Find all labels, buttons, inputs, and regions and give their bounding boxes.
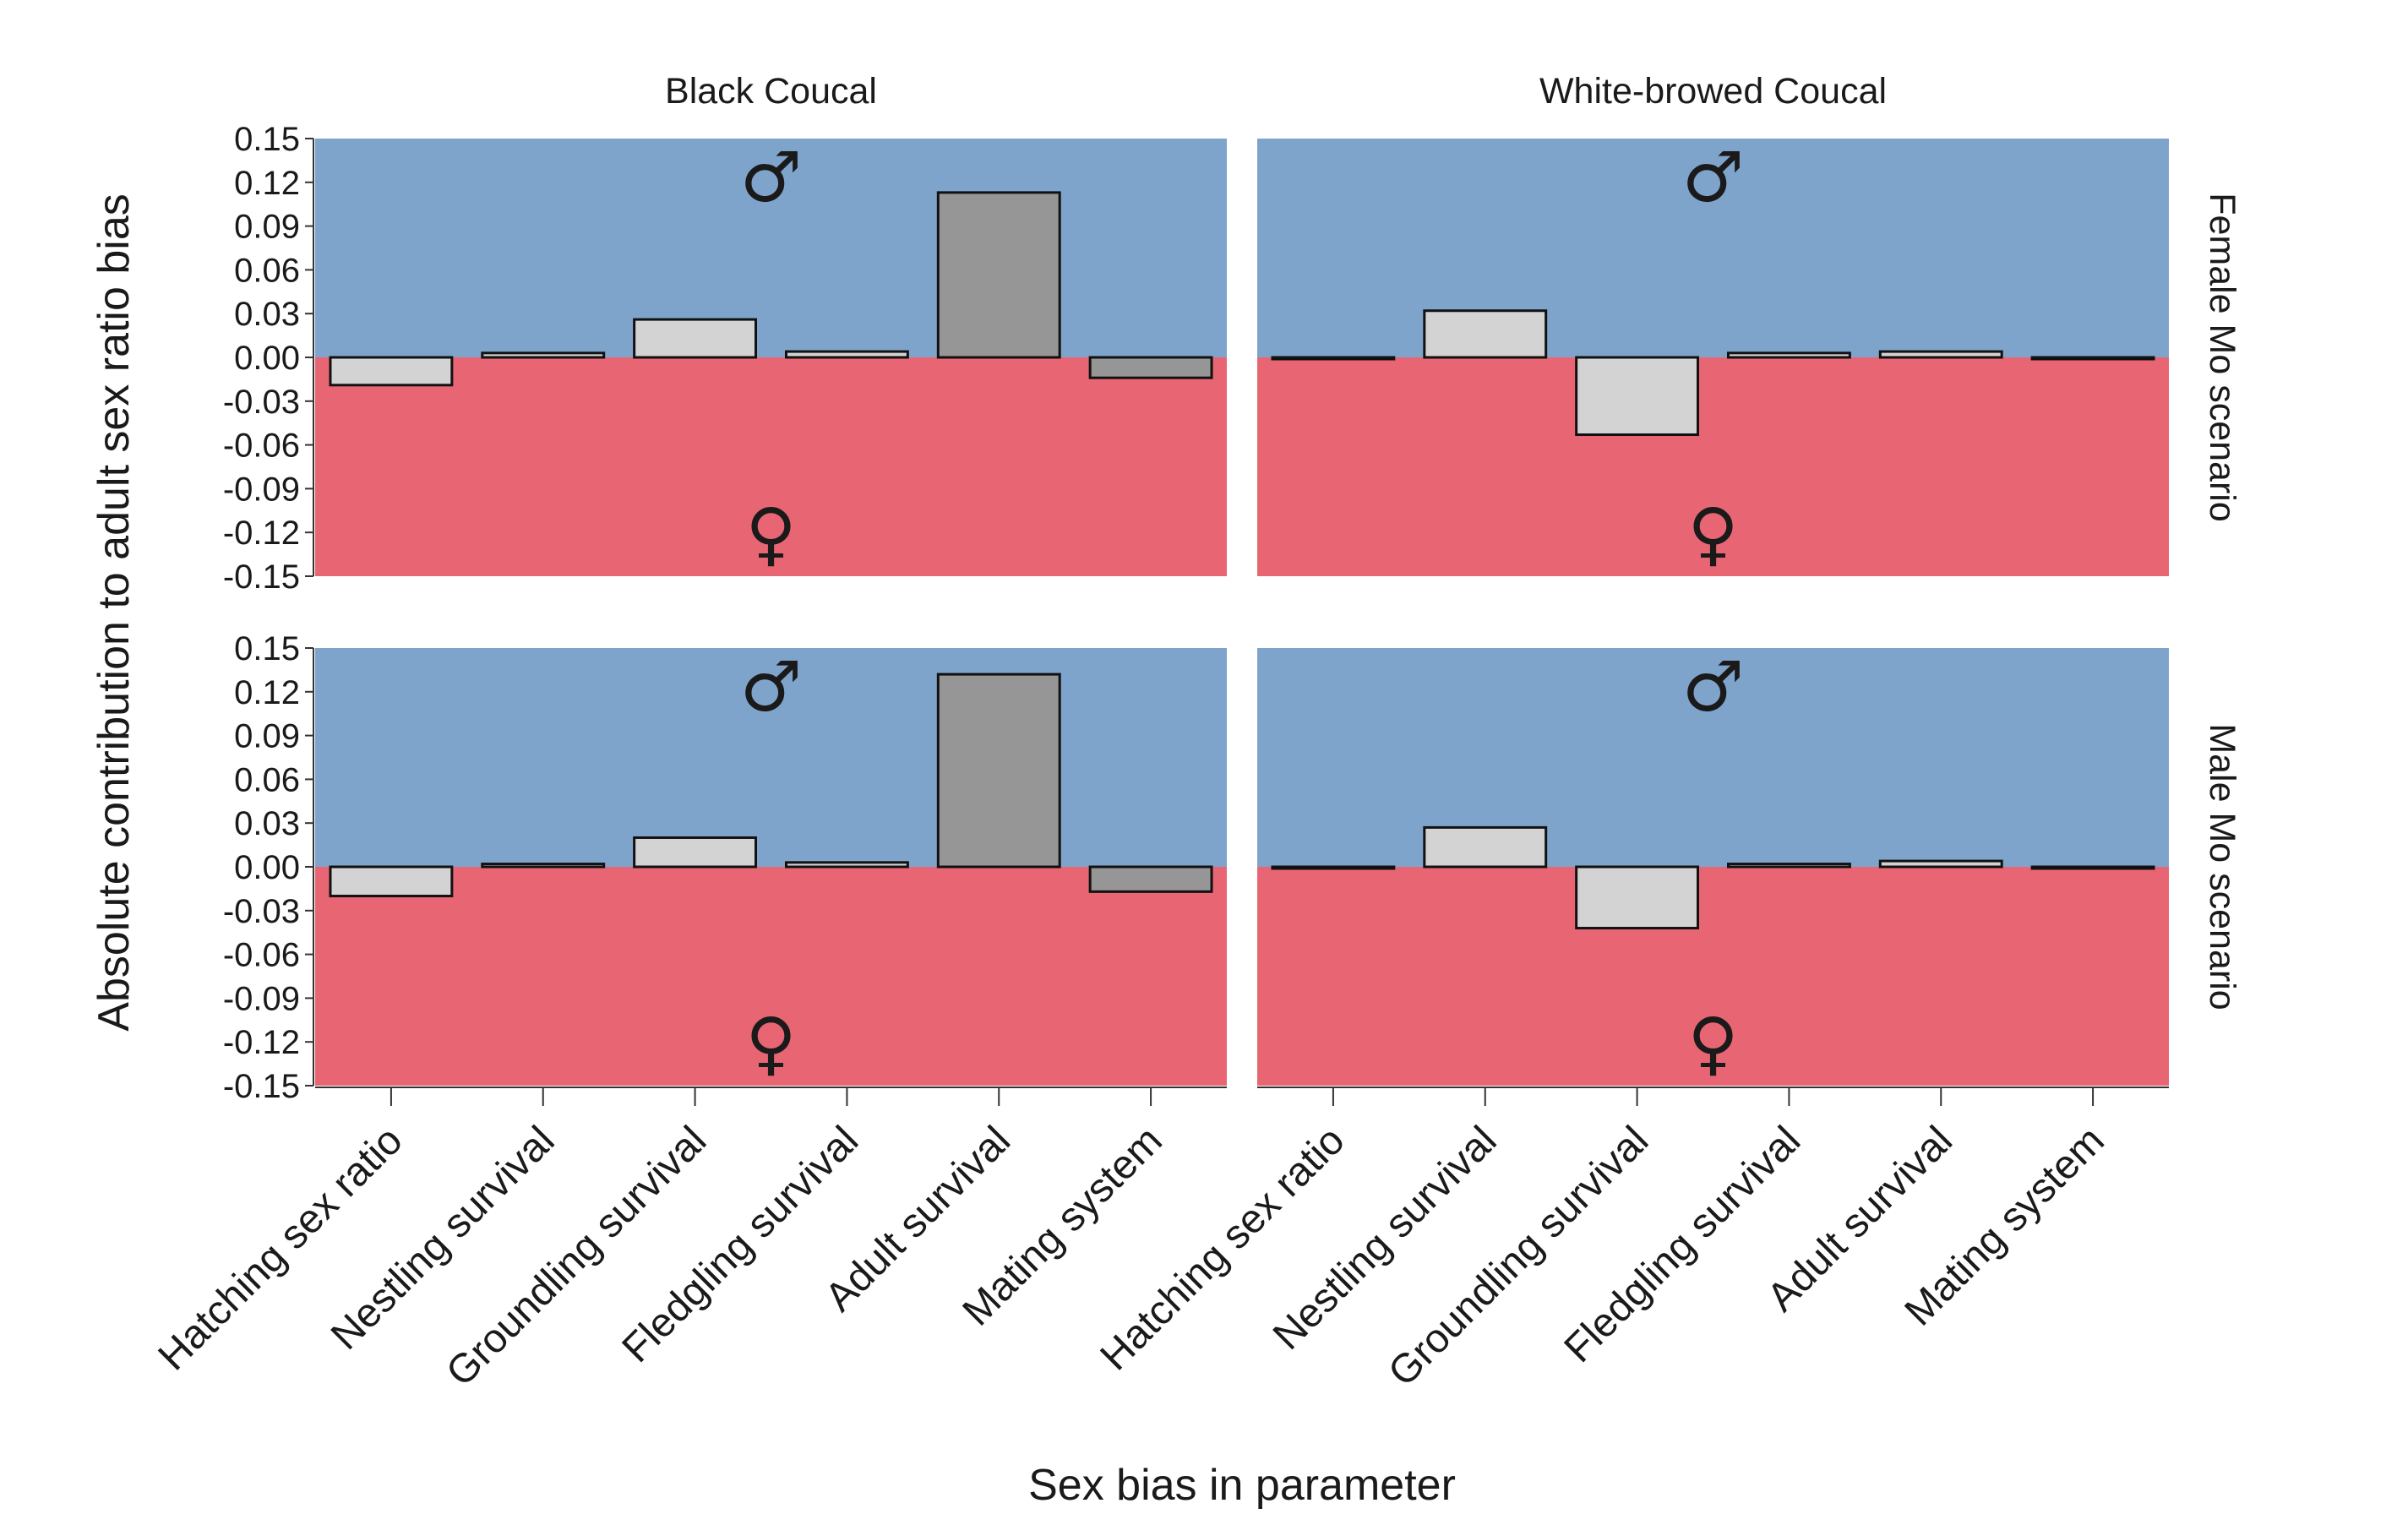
y-tick-label: -0.03 <box>223 893 300 930</box>
y-tick-label: -0.03 <box>223 384 300 421</box>
female-region-background <box>1257 357 2169 576</box>
bar <box>633 318 758 359</box>
bar <box>329 356 454 387</box>
bar <box>2030 865 2155 870</box>
bar <box>1726 863 1851 869</box>
y-tick-label: 0.09 <box>234 209 300 246</box>
bar <box>1575 356 1700 437</box>
female-region-background <box>315 867 1227 1086</box>
bar <box>1575 865 1700 930</box>
male-region-background <box>1257 139 2169 357</box>
bar <box>481 351 606 359</box>
male-region-background <box>1257 648 2169 867</box>
male-symbol: ♂ <box>1682 138 1745 218</box>
y-tick-label: -0.12 <box>223 1024 300 1061</box>
y-tick-label: -0.15 <box>223 1068 300 1105</box>
y-tick-label: 0.12 <box>234 674 300 711</box>
bar <box>1271 865 1396 870</box>
female-region-background <box>315 357 1227 576</box>
female-symbol: ♀ <box>745 1004 796 1084</box>
y-tick-label: -0.15 <box>223 558 300 596</box>
row-title: Female Mo scenario <box>2202 193 2242 522</box>
y-tick-label: 0.06 <box>234 761 300 798</box>
male-symbol: ♂ <box>1682 647 1745 727</box>
bar <box>329 865 454 898</box>
x-tick-label: Groundling survival <box>438 1118 715 1395</box>
y-tick-label: -0.09 <box>223 471 300 508</box>
y-tick-label: -0.06 <box>223 937 300 974</box>
y-tick-label: 0.00 <box>234 340 300 377</box>
x-tick-label: Groundling survival <box>1380 1118 1657 1395</box>
bar <box>1423 825 1548 869</box>
male-region-background <box>315 648 1227 867</box>
x-axis-title: Sex bias in parameter <box>1028 1461 1456 1510</box>
y-tick-label: -0.12 <box>223 515 300 552</box>
y-tick-label: 0.03 <box>234 296 300 333</box>
column-title: Black Coucal <box>665 71 877 112</box>
bar <box>633 836 758 869</box>
bar <box>1726 351 1851 359</box>
bar <box>1088 865 1213 893</box>
y-tick-label: -0.06 <box>223 428 300 465</box>
y-tick-label: 0.15 <box>234 630 300 667</box>
male-region-background <box>315 139 1227 357</box>
y-tick-label: -0.09 <box>223 980 300 1017</box>
y-tick-label: 0.09 <box>234 718 300 755</box>
male-symbol: ♂ <box>740 647 803 727</box>
bar <box>1271 356 1396 361</box>
bar <box>784 861 909 869</box>
bar <box>1878 350 2003 359</box>
y-tick-label: 0.00 <box>234 849 300 886</box>
y-tick-label: 0.15 <box>234 121 300 158</box>
female-symbol: ♀ <box>1687 1004 1738 1084</box>
row-title: Male Mo scenario <box>2202 723 2242 1010</box>
male-symbol: ♂ <box>740 138 803 218</box>
y-tick-label: 0.03 <box>234 805 300 842</box>
bar <box>936 191 1061 359</box>
y-tick-label: 0.12 <box>234 165 300 202</box>
female-symbol: ♀ <box>745 494 796 575</box>
female-region-background <box>1257 867 2169 1086</box>
column-title: White-browed Coucal <box>1539 71 1887 112</box>
bar <box>481 863 606 869</box>
bar <box>1088 356 1213 379</box>
bar <box>1878 859 2003 869</box>
y-axis-title: Absolute contribution to adult sex ratio… <box>90 193 139 1031</box>
y-tick-label: 0.06 <box>234 252 300 289</box>
female-symbol: ♀ <box>1687 494 1738 575</box>
bar <box>784 350 909 359</box>
bar <box>2030 356 2155 361</box>
bar <box>936 673 1061 869</box>
bar <box>1423 309 1548 359</box>
